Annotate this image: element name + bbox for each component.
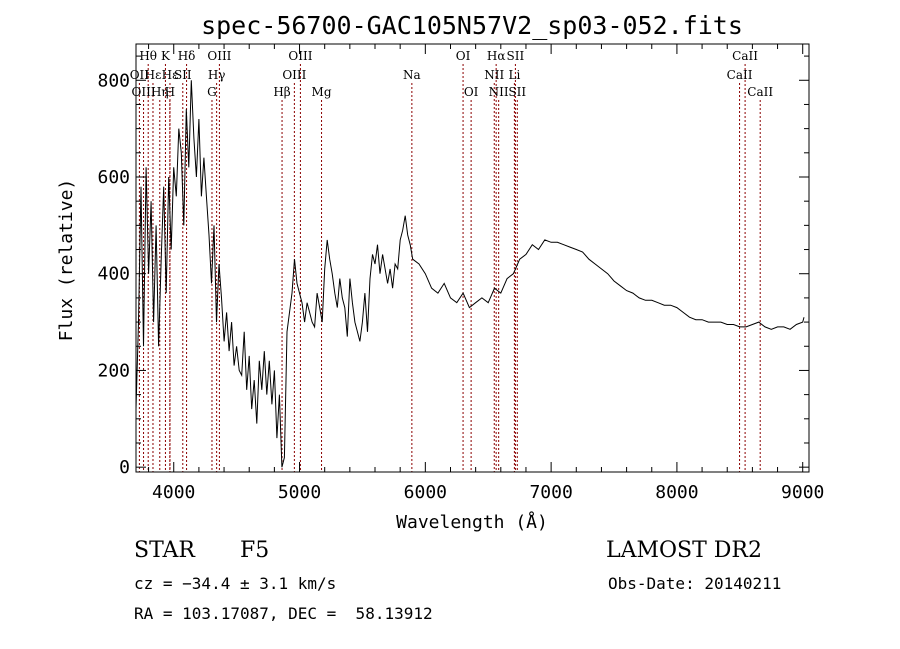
spectral-line-label: Hε	[145, 68, 162, 82]
spectral-line-label: OII	[130, 68, 150, 82]
spectral-line-label: Hα	[487, 49, 506, 63]
spectral-line-label: CaII	[727, 68, 753, 82]
spectral-line-label: Hε	[162, 68, 179, 82]
spectrum-line	[135, 80, 805, 468]
spectral-line-label: OIII	[207, 49, 231, 63]
y-tick-label: 200	[97, 360, 130, 381]
spectral-line-label: Hγ	[208, 68, 226, 82]
spectral-line-label: Mg	[312, 85, 332, 99]
spectral-line-label: K	[161, 49, 171, 63]
spectral-line-label: OI	[464, 85, 479, 99]
spectral-line-label: OI	[456, 49, 471, 63]
coordinates-text: RA = 103.17087, DEC = 58.13912	[134, 604, 433, 623]
spectral-line-label: NII	[484, 68, 504, 82]
x-tick-label: 4000	[152, 482, 195, 503]
x-tick-label: 6000	[404, 482, 447, 503]
spectral-line-label: G	[207, 85, 217, 99]
y-tick-label: 0	[119, 457, 130, 478]
spectral-line-label: CaII	[732, 49, 758, 63]
x-axis-ticks: 4000 5000 6000 7000 8000 9000	[148, 44, 824, 503]
spectral-line-label: Hθ	[139, 49, 157, 63]
spectral-line-label: Hδ	[178, 49, 196, 63]
spectral-line-label: Hη	[151, 85, 169, 99]
y-tick-label: 600	[97, 167, 130, 188]
y-axis-ticks: 0 200 400 600 800	[97, 55, 809, 478]
spectral-line-label: Li	[508, 68, 520, 82]
x-tick-label: 7000	[529, 482, 572, 503]
redshift-text: cz = −34.4 ± 3.1 km/s	[134, 574, 337, 593]
spectrum-series	[135, 80, 805, 468]
spectral-line-label: OIII	[282, 68, 306, 82]
subclass: F5	[240, 538, 270, 563]
spectral-line-label: SII	[508, 85, 526, 99]
spectral-line-label: OIII	[288, 49, 312, 63]
y-axis-label: Flux (relative)	[56, 179, 77, 342]
survey-label: LAMOST DR2	[606, 538, 762, 563]
x-tick-label: 9000	[781, 482, 824, 503]
y-tick-label: 800	[97, 70, 130, 91]
object-class: STAR	[134, 538, 195, 563]
spectral-line-label: H	[165, 85, 175, 99]
spectral-line-label: OIII	[132, 85, 156, 99]
chart-title: spec-56700-GAC105N57V2_sp03-052.fits	[201, 11, 743, 40]
x-tick-label: 8000	[655, 482, 698, 503]
obs-date-text: Obs-Date: 20140211	[608, 574, 782, 593]
spectral-line-label: Hβ	[273, 85, 290, 99]
x-axis-label: Wavelength (Å)	[396, 511, 548, 533]
spectral-line-label: Na	[403, 68, 421, 82]
plot-frame	[135, 43, 810, 473]
spectral-line-label: SII	[507, 49, 525, 63]
spectral-line-label: CaII	[747, 85, 773, 99]
x-tick-label: 5000	[278, 482, 321, 503]
y-tick-label: 400	[97, 264, 130, 285]
spectral-line-label: SII	[174, 68, 192, 82]
spectral-line-label: NII	[489, 85, 509, 99]
